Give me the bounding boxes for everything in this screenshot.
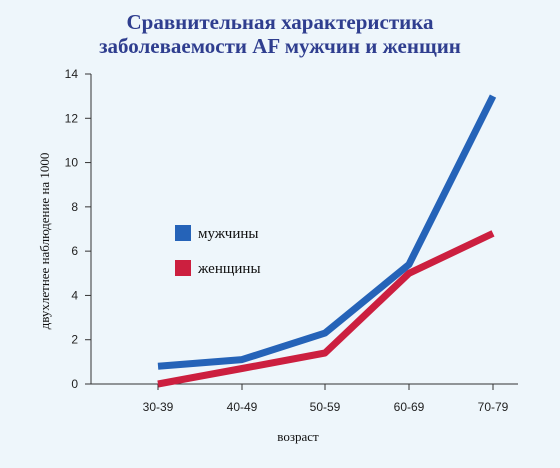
series-layer (157, 94, 497, 388)
legend-swatch-1 (175, 260, 191, 276)
y-tick-label: 12 (65, 111, 79, 125)
chart-title-line-1: Сравнительная характеристика (126, 10, 434, 34)
y-tick-label: 8 (71, 200, 78, 214)
y-tick-label: 2 (71, 333, 78, 347)
x-tick-label: 60-69 (394, 400, 425, 414)
legend-swatch-0 (175, 225, 191, 241)
y-tick-label: 14 (65, 67, 79, 81)
legend-label-0: мужчины (198, 226, 258, 242)
y-tick-label: 0 (71, 377, 78, 391)
x-axis-title: возраст (277, 429, 319, 444)
y-tick-label: 6 (71, 244, 78, 258)
chart-title-line-2: заболеваемости AF мужчин и женщин (99, 34, 461, 58)
x-tick-label: 40-49 (227, 400, 258, 414)
x-ticks: 30-39 40-49 50-59 60-69 70-79 (143, 384, 509, 414)
x-tick-label: 30-39 (143, 400, 174, 414)
x-tick-label: 70-79 (478, 400, 509, 414)
legend-label-1: женщины (197, 261, 261, 277)
y-axis-title: двухлетнее наблюдение на 1000 (37, 153, 52, 330)
y-tick-label: 10 (65, 156, 79, 170)
y-ticks: 0 2 4 6 8 10 12 14 (65, 67, 91, 391)
y-tick-label: 4 (71, 288, 78, 302)
legend: мужчины женщины (175, 225, 261, 277)
x-tick-label: 50-59 (310, 400, 341, 414)
